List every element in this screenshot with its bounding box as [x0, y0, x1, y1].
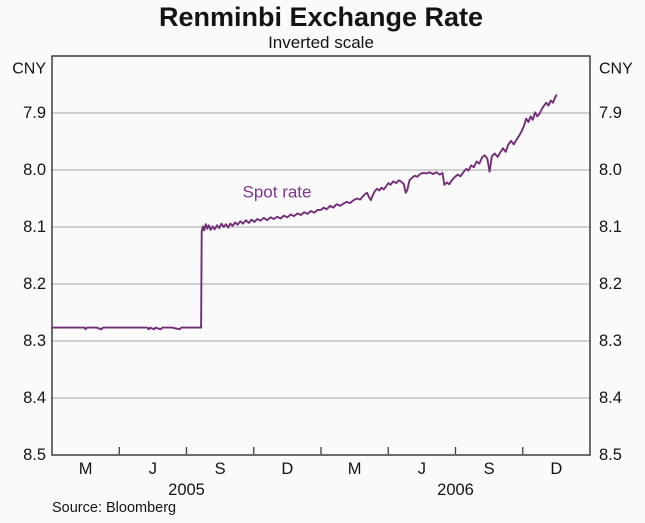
series-annotation-spot-rate: Spot rate — [243, 183, 312, 202]
x-axis-month-label: D — [281, 460, 293, 478]
y-axis-label-right: 8.5 — [599, 446, 622, 464]
y-axis-label-left: 8.1 — [23, 218, 46, 236]
y-axis-label-right: 8.2 — [599, 275, 622, 293]
y-axis-unit-right: CNY — [599, 61, 633, 78]
x-axis-year-label: 2006 — [437, 481, 474, 499]
series-layer — [51, 94, 558, 331]
chart-subtitle: Inverted scale — [268, 33, 374, 52]
y-axis-label-left: 8.4 — [23, 389, 46, 407]
frame-layer — [51, 55, 591, 456]
x-axis-year-label: 2005 — [168, 481, 205, 499]
x-axis-month-label: D — [550, 460, 562, 478]
x-axis-month-label: S — [484, 460, 495, 478]
y-axis-unit-left: CNY — [12, 61, 46, 78]
gridlines-layer — [52, 112, 590, 399]
y-axis-label-right: 8.0 — [599, 161, 622, 179]
plot-frame — [51, 55, 591, 456]
x-axis-month-label: J — [418, 460, 426, 478]
x-axis-month-label: M — [348, 460, 362, 478]
x-axis-month-label: S — [215, 460, 226, 478]
spot-rate-line — [51, 94, 558, 331]
y-axis-label-left: 8.0 — [23, 161, 46, 179]
chart-title: Renminbi Exchange Rate — [159, 2, 483, 32]
x-axis-month-label: J — [149, 460, 157, 478]
y-axis-label-right: 8.3 — [599, 332, 622, 350]
y-axis-label-right: 8.1 — [599, 218, 622, 236]
source-note: Source: Bloomberg — [52, 500, 176, 516]
y-axis-label-left: 8.5 — [23, 446, 46, 464]
y-axis-label-right: 8.4 — [599, 389, 622, 407]
y-axis-label-left: 8.3 — [23, 332, 46, 350]
y-axis-label-left: 7.9 — [23, 104, 46, 122]
y-axis-label-left: 8.2 — [23, 275, 46, 293]
x-axis-month-label: M — [79, 460, 93, 478]
y-axis-label-right: 7.9 — [599, 104, 622, 122]
axis-labels-layer: 7.9 7.9 8.0 8.0 8.1 8.1 8.2 8.2 8.3 8.3 8.4 8.4 8.5 8… — [23, 104, 622, 499]
